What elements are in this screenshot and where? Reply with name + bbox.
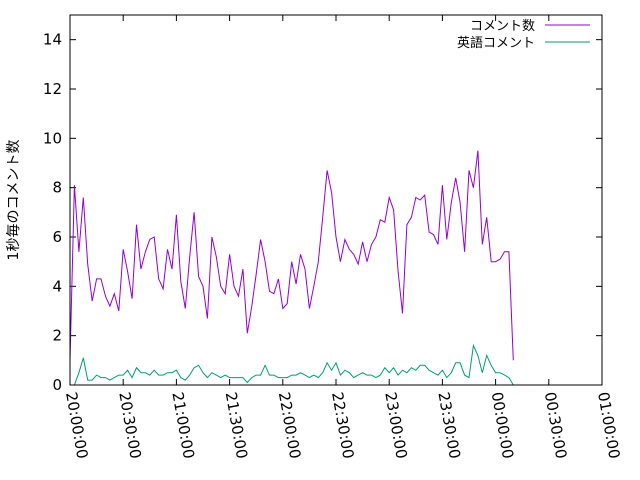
tick-marks xyxy=(69,15,603,386)
legend-label-english-comments: 英語コメント xyxy=(457,35,535,51)
x-tick-label: 22:00:00 xyxy=(275,391,304,460)
x-tick-label: 21:00:00 xyxy=(168,391,197,460)
x-tick-label: 21:30:00 xyxy=(222,391,251,460)
plot-frame xyxy=(69,14,603,386)
x-tick-label: 20:00:00 xyxy=(62,391,91,460)
x-tick-label: 23:30:00 xyxy=(434,391,463,460)
y-tick-label: 14 xyxy=(43,31,62,49)
y-tick-label: 12 xyxy=(43,80,62,98)
x-tick-label: 20:30:00 xyxy=(115,391,144,460)
x-tick-label: 00:00:00 xyxy=(488,391,517,460)
y-tick-label: 0 xyxy=(52,376,62,394)
y-tick-label: 6 xyxy=(52,228,62,246)
x-tick-label: 01:00:00 xyxy=(594,391,623,460)
x-tick-label: 23:00:00 xyxy=(381,391,410,460)
legend-label-comment-count: コメント数 xyxy=(470,19,535,34)
y-tick-label: 2 xyxy=(52,327,62,345)
series-lines xyxy=(69,150,514,386)
y-axis-label: 1秒毎のコメント数 xyxy=(6,140,22,261)
series-line-comment-count xyxy=(69,150,514,361)
y-tick-label: 10 xyxy=(43,129,62,147)
x-tick-label: 00:30:00 xyxy=(541,391,570,460)
series-line-english-comments xyxy=(70,343,514,386)
y-tick-label: 4 xyxy=(52,277,62,295)
x-tick-label: 22:30:00 xyxy=(328,391,357,460)
tick-labels: 0 2 4 6 8 10 12 14 20:00:00 20:30:00 21:00:00 21:30… xyxy=(43,31,624,460)
y-tick-label: 8 xyxy=(52,179,62,197)
